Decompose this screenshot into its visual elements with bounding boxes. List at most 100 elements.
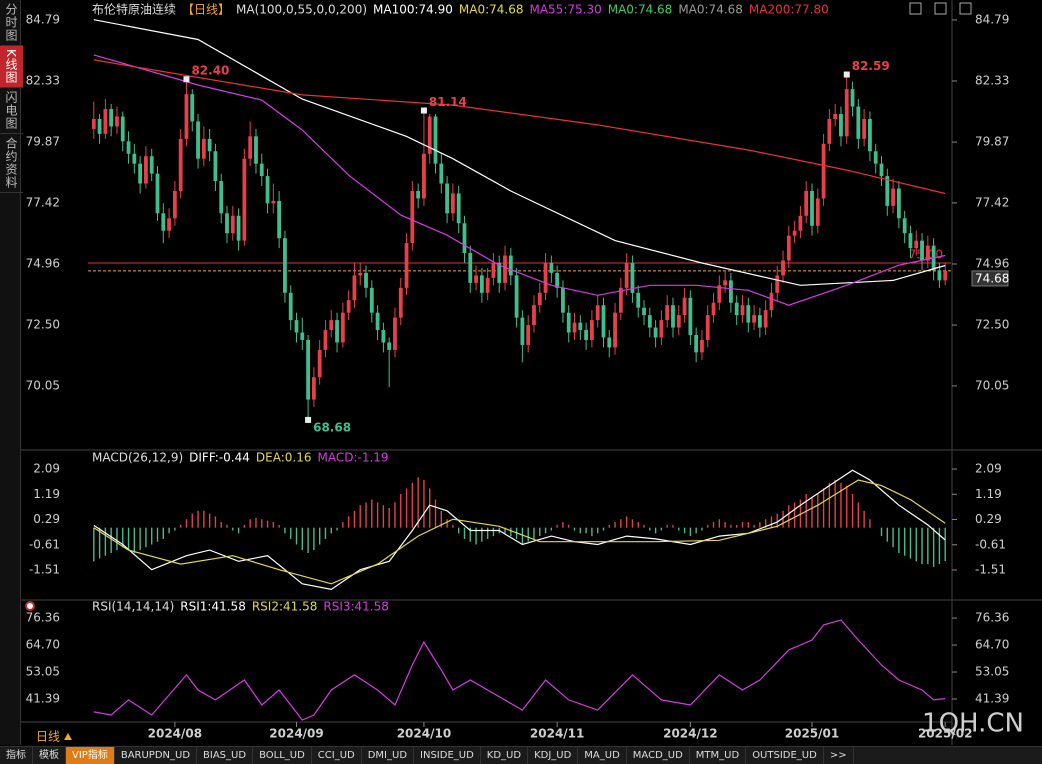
icon[interactable] <box>959 2 972 15</box>
candle-body <box>734 302 739 316</box>
y-tick-label: -1.51 <box>975 563 1006 577</box>
candle-body <box>97 118 102 134</box>
y-tick-label: 41.39 <box>975 692 1009 706</box>
candle-body <box>862 118 867 139</box>
candle-body <box>213 151 218 182</box>
candle-body <box>868 118 872 152</box>
side-tab[interactable]: 闪电图 <box>0 88 23 134</box>
legend-entry: MA0:74.68 <box>678 3 743 17</box>
candle-body <box>827 118 832 144</box>
candle-body <box>752 315 756 323</box>
candle-body <box>433 116 438 164</box>
indicator-tab[interactable]: INSIDE_UD <box>414 747 481 764</box>
candle-body <box>161 213 166 231</box>
legend-entry: MA0:74.68 <box>608 3 673 17</box>
indicator-tab[interactable]: KDJ_UD <box>528 747 579 764</box>
indicator-line <box>93 54 946 306</box>
y-tick-label: 70.05 <box>26 378 60 392</box>
indicator-tab[interactable]: MACD_UD <box>627 747 690 764</box>
candle-body <box>920 240 924 261</box>
candle-body <box>91 118 96 129</box>
indicator-bar: 指标 模板 VIP指标 BARUPDN_UD BIAS_UD BOLL_UD CCI_UD D… <box>0 746 1042 764</box>
candle-body <box>839 114 843 137</box>
candle-body <box>323 330 328 350</box>
side-tab[interactable]: K线图 <box>0 46 23 88</box>
candle-body <box>248 136 253 159</box>
candle-body <box>925 245 930 261</box>
y-tick-label: 72.50 <box>26 318 60 332</box>
candle-body <box>277 200 282 239</box>
candle-body <box>329 320 334 331</box>
indicator-tab[interactable]: MA_UD <box>578 747 627 764</box>
indicator-tab[interactable]: BIAS_UD <box>197 747 254 764</box>
indicator-tab[interactable]: CCI_UD <box>312 747 362 764</box>
side-tab[interactable]: 合约资料 <box>0 134 23 193</box>
candle-body <box>763 310 768 328</box>
candle-body <box>381 330 386 343</box>
indicator-line <box>93 59 946 195</box>
candle-body <box>358 272 363 276</box>
candle-body <box>439 163 444 184</box>
candle-body <box>717 285 722 303</box>
period-arrow[interactable] <box>64 733 72 740</box>
candle-body <box>873 151 878 164</box>
sidebar: 分时图 K线图 闪电图 合约资料 <box>0 0 23 745</box>
y-tick-label: 64.70 <box>975 638 1009 652</box>
candle-body <box>642 307 646 316</box>
icon[interactable] <box>934 2 947 15</box>
indicator-tab[interactable]: VIP指标 <box>66 747 115 764</box>
x-tick-label: 2024/12 <box>663 727 717 741</box>
candle-body <box>167 218 171 231</box>
indicator-tab[interactable]: 模板 <box>33 747 66 764</box>
candle-body <box>786 235 791 261</box>
indicator-tab[interactable]: MTM_UD <box>690 747 747 764</box>
legend-entry: MA55:75.30 <box>529 3 601 17</box>
indicator-tab[interactable]: BARUPDN_UD <box>115 747 198 764</box>
candle-body <box>109 109 114 127</box>
candle-body <box>514 275 519 318</box>
side-tab[interactable]: 分时图 <box>0 0 23 46</box>
candle-body <box>630 262 635 293</box>
candle-body <box>902 218 907 234</box>
candle-body <box>943 270 948 281</box>
candle-body <box>254 136 258 164</box>
indicator-icon[interactable] <box>25 601 35 611</box>
y-tick-label: 72.50 <box>975 318 1009 332</box>
candle-body <box>885 176 890 206</box>
candle-body <box>694 335 699 353</box>
candle-body <box>404 243 409 288</box>
y-tick-label: 41.39 <box>26 692 60 706</box>
y-tick-label: -1.51 <box>29 563 60 577</box>
period-label[interactable]: 日线 <box>36 730 60 744</box>
candle-body <box>584 330 589 340</box>
indicator-line <box>93 19 946 286</box>
y-tick-label: 53.05 <box>975 665 1009 679</box>
extreme-label: 81.14 <box>429 95 467 109</box>
candle-body <box>375 312 380 331</box>
candle-body <box>225 213 229 234</box>
candle-body <box>810 190 814 226</box>
icon[interactable] <box>909 2 922 15</box>
indicator-tab[interactable]: DMI_UD <box>362 747 415 764</box>
candle-body <box>352 275 357 301</box>
watermark: 1QH.CN <box>922 709 1024 739</box>
legend-entry: MACD(26,12,9) <box>92 451 183 465</box>
candle-body <box>335 320 339 343</box>
indicator-tab[interactable]: KD_UD <box>481 747 529 764</box>
indicator-tab[interactable]: OUTSIDE_UD <box>746 747 824 764</box>
candle-body <box>740 305 745 316</box>
candle-body <box>769 292 774 311</box>
candle-body <box>103 109 108 134</box>
y-tick-label: -0.61 <box>975 537 1006 551</box>
candle-body <box>833 114 838 119</box>
candle-body <box>265 176 270 204</box>
indicator-tab[interactable]: BOLL_UD <box>253 747 312 764</box>
candle-body <box>456 193 461 224</box>
candle-body <box>474 275 478 283</box>
indicator-tab[interactable]: >> <box>824 747 854 764</box>
indicator-tab[interactable]: 指标 <box>0 747 33 764</box>
candle-body <box>775 275 780 293</box>
candle-body <box>844 89 849 137</box>
indicator-line <box>93 619 946 721</box>
candle-body <box>201 138 206 159</box>
